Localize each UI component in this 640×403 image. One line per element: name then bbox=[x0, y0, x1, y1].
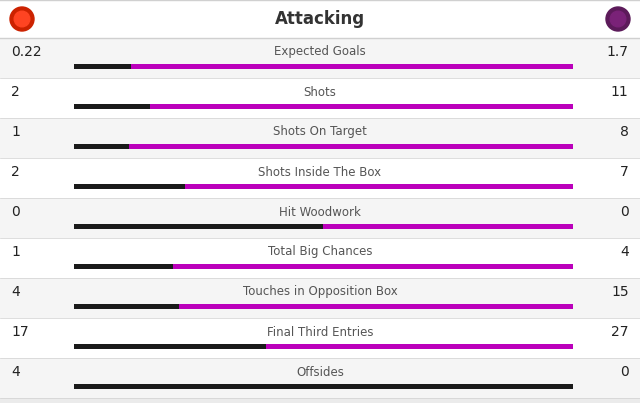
FancyBboxPatch shape bbox=[150, 104, 573, 109]
FancyBboxPatch shape bbox=[74, 344, 266, 349]
Text: 0: 0 bbox=[620, 205, 628, 219]
FancyBboxPatch shape bbox=[74, 64, 131, 69]
Circle shape bbox=[14, 11, 30, 27]
FancyBboxPatch shape bbox=[74, 384, 573, 389]
FancyBboxPatch shape bbox=[74, 104, 150, 109]
Text: Shots: Shots bbox=[303, 85, 337, 98]
FancyBboxPatch shape bbox=[0, 318, 640, 358]
FancyBboxPatch shape bbox=[131, 64, 573, 69]
FancyBboxPatch shape bbox=[173, 264, 573, 269]
FancyBboxPatch shape bbox=[0, 78, 640, 118]
FancyBboxPatch shape bbox=[74, 144, 129, 149]
FancyBboxPatch shape bbox=[0, 38, 640, 78]
FancyBboxPatch shape bbox=[0, 278, 640, 318]
Text: Offsides: Offsides bbox=[296, 366, 344, 378]
FancyBboxPatch shape bbox=[0, 0, 640, 38]
FancyBboxPatch shape bbox=[179, 304, 573, 309]
FancyBboxPatch shape bbox=[74, 264, 173, 269]
Text: 1.7: 1.7 bbox=[607, 45, 628, 59]
FancyBboxPatch shape bbox=[0, 238, 640, 278]
Text: 17: 17 bbox=[12, 325, 29, 339]
Text: 7: 7 bbox=[620, 165, 628, 179]
Text: 8: 8 bbox=[620, 125, 628, 139]
FancyBboxPatch shape bbox=[266, 344, 573, 349]
FancyBboxPatch shape bbox=[184, 184, 573, 189]
Text: Touches in Opposition Box: Touches in Opposition Box bbox=[243, 285, 397, 299]
FancyBboxPatch shape bbox=[0, 158, 640, 198]
FancyBboxPatch shape bbox=[0, 358, 640, 398]
Circle shape bbox=[10, 7, 34, 31]
Text: Final Third Entries: Final Third Entries bbox=[267, 326, 373, 339]
FancyBboxPatch shape bbox=[129, 144, 573, 149]
Text: 27: 27 bbox=[611, 325, 628, 339]
Text: 15: 15 bbox=[611, 285, 628, 299]
Circle shape bbox=[606, 7, 630, 31]
Text: 11: 11 bbox=[611, 85, 628, 99]
Text: Shots Inside The Box: Shots Inside The Box bbox=[259, 166, 381, 179]
Text: 2: 2 bbox=[12, 85, 20, 99]
Text: Hit Woodwork: Hit Woodwork bbox=[279, 206, 361, 218]
Text: 4: 4 bbox=[12, 285, 20, 299]
Text: 0: 0 bbox=[620, 365, 628, 379]
Text: Expected Goals: Expected Goals bbox=[274, 46, 366, 58]
Text: Shots On Target: Shots On Target bbox=[273, 125, 367, 139]
Text: 2: 2 bbox=[12, 165, 20, 179]
Text: 4: 4 bbox=[12, 365, 20, 379]
FancyBboxPatch shape bbox=[323, 224, 573, 229]
FancyBboxPatch shape bbox=[0, 118, 640, 158]
Circle shape bbox=[610, 11, 626, 27]
Text: 1: 1 bbox=[12, 125, 20, 139]
Text: Attacking: Attacking bbox=[275, 10, 365, 28]
Text: 1: 1 bbox=[12, 245, 20, 259]
Text: 0.22: 0.22 bbox=[12, 45, 42, 59]
FancyBboxPatch shape bbox=[74, 184, 184, 189]
Text: 4: 4 bbox=[620, 245, 628, 259]
FancyBboxPatch shape bbox=[74, 304, 179, 309]
Text: Total Big Chances: Total Big Chances bbox=[268, 245, 372, 258]
FancyBboxPatch shape bbox=[74, 224, 323, 229]
Text: 0: 0 bbox=[12, 205, 20, 219]
FancyBboxPatch shape bbox=[0, 198, 640, 238]
